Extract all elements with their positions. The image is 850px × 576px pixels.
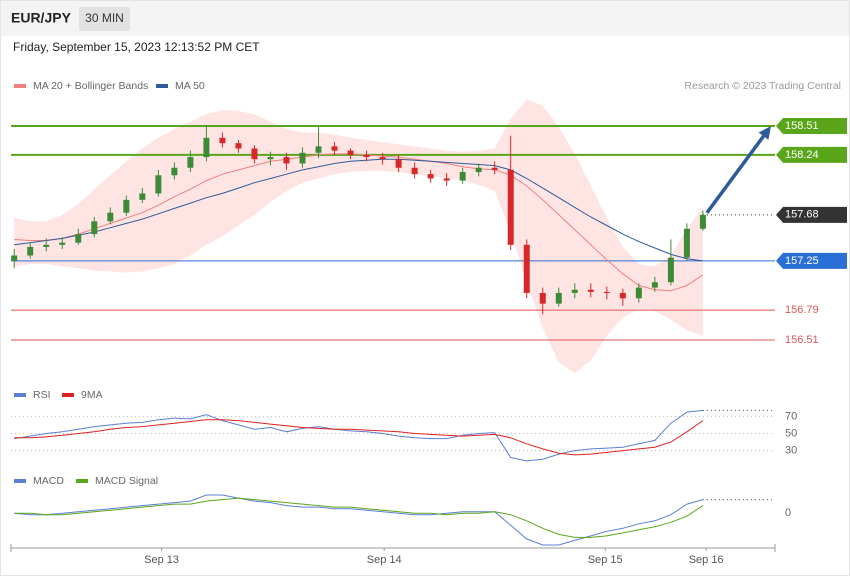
candle-body	[347, 150, 354, 155]
candle-body	[155, 175, 162, 194]
level-label: 157.68	[785, 209, 819, 221]
candle-body	[251, 148, 258, 160]
level-label: 157.25	[785, 255, 819, 267]
level-badge	[776, 146, 847, 163]
candle-body	[171, 167, 178, 176]
level-label: 158.51	[785, 120, 819, 132]
candle-body	[11, 255, 18, 261]
legend-swatch	[156, 84, 168, 88]
y-tick-label: 70	[785, 410, 797, 422]
legend-swatch	[14, 84, 26, 88]
candle-body	[491, 167, 498, 170]
candle-body	[443, 178, 450, 181]
candle-body	[635, 287, 642, 299]
candle-body	[507, 169, 514, 245]
level-badge	[776, 252, 847, 269]
legend-swatch	[14, 393, 26, 397]
candle-body	[267, 157, 274, 160]
candle-body	[523, 244, 530, 293]
y-tick-label: 30	[785, 445, 797, 457]
level-label: 156.79	[785, 304, 819, 316]
target-arrowhead	[758, 126, 771, 140]
legend-swatch	[14, 479, 26, 483]
candle-body	[59, 242, 66, 245]
candle-body	[459, 172, 466, 181]
y-tick-label: 0	[785, 507, 791, 519]
candle-body	[571, 289, 578, 293]
ma-line	[14, 158, 703, 262]
candle-body	[187, 157, 194, 168]
candle-body	[411, 167, 418, 175]
header-bar	[1, 1, 849, 36]
candle-body	[651, 282, 658, 288]
symbol: EUR/JPY	[11, 10, 72, 26]
interval-button[interactable]	[79, 7, 130, 31]
indicator-line	[14, 419, 704, 456]
candle-body	[379, 157, 386, 160]
legend-label: 9MA	[81, 389, 103, 401]
legend-label: MA 50	[175, 80, 205, 92]
candle-body	[235, 143, 242, 149]
ma-line	[14, 153, 704, 292]
candle-body	[395, 159, 402, 168]
candle-body	[667, 257, 674, 283]
legend-label: MACD	[33, 475, 64, 487]
bollinger-band	[14, 99, 703, 374]
y-tick-label: 50	[785, 427, 797, 439]
legend-swatch	[76, 479, 88, 483]
legend-swatch	[62, 393, 74, 397]
candle-body	[475, 167, 482, 173]
legend-label: RSI	[33, 389, 51, 401]
credit: Research © 2023 Trading Central	[684, 80, 841, 92]
candle-body	[139, 193, 146, 200]
x-tick-label: Sep 14	[367, 554, 402, 566]
candle-body	[299, 152, 306, 164]
level-label: 158.24	[785, 149, 819, 161]
candle-body	[619, 292, 626, 299]
legend-label: MA 20 + Bollinger Bands	[33, 80, 148, 92]
candle-body	[315, 146, 322, 153]
candle-body	[107, 212, 114, 222]
candle-body	[427, 174, 434, 179]
level-label: 156.51	[785, 334, 819, 346]
candle-body	[283, 157, 290, 164]
indicator-line	[14, 409, 703, 462]
legend-label: MACD Signal	[95, 475, 158, 487]
candle-body	[203, 137, 210, 158]
indicator-line	[14, 497, 704, 538]
candle-body	[27, 246, 34, 256]
indicator-line	[14, 494, 704, 546]
candle-body	[123, 199, 130, 213]
candle-body	[91, 221, 98, 235]
candle-body	[539, 292, 546, 304]
interval[interactable]: 30 MIN	[85, 11, 124, 25]
candle-body	[603, 291, 610, 293]
x-tick-label: Sep 13	[144, 554, 179, 566]
candle-body	[219, 137, 226, 144]
target-arrow	[705, 131, 768, 214]
level-badge	[776, 118, 847, 135]
x-tick-label: Sep 15	[588, 554, 623, 566]
candle-body	[363, 154, 370, 158]
candle-body	[75, 234, 82, 243]
candle-body	[587, 289, 594, 292]
date: Friday, September 15, 2023 12:13:52 PM C…	[13, 40, 260, 54]
candle-body	[699, 214, 706, 229]
candle-body	[331, 146, 338, 151]
candle-body	[43, 244, 50, 247]
x-tick-label: Sep 16	[689, 554, 724, 566]
candle-body	[683, 228, 690, 258]
candle-body	[555, 292, 562, 304]
level-badge	[776, 206, 847, 223]
